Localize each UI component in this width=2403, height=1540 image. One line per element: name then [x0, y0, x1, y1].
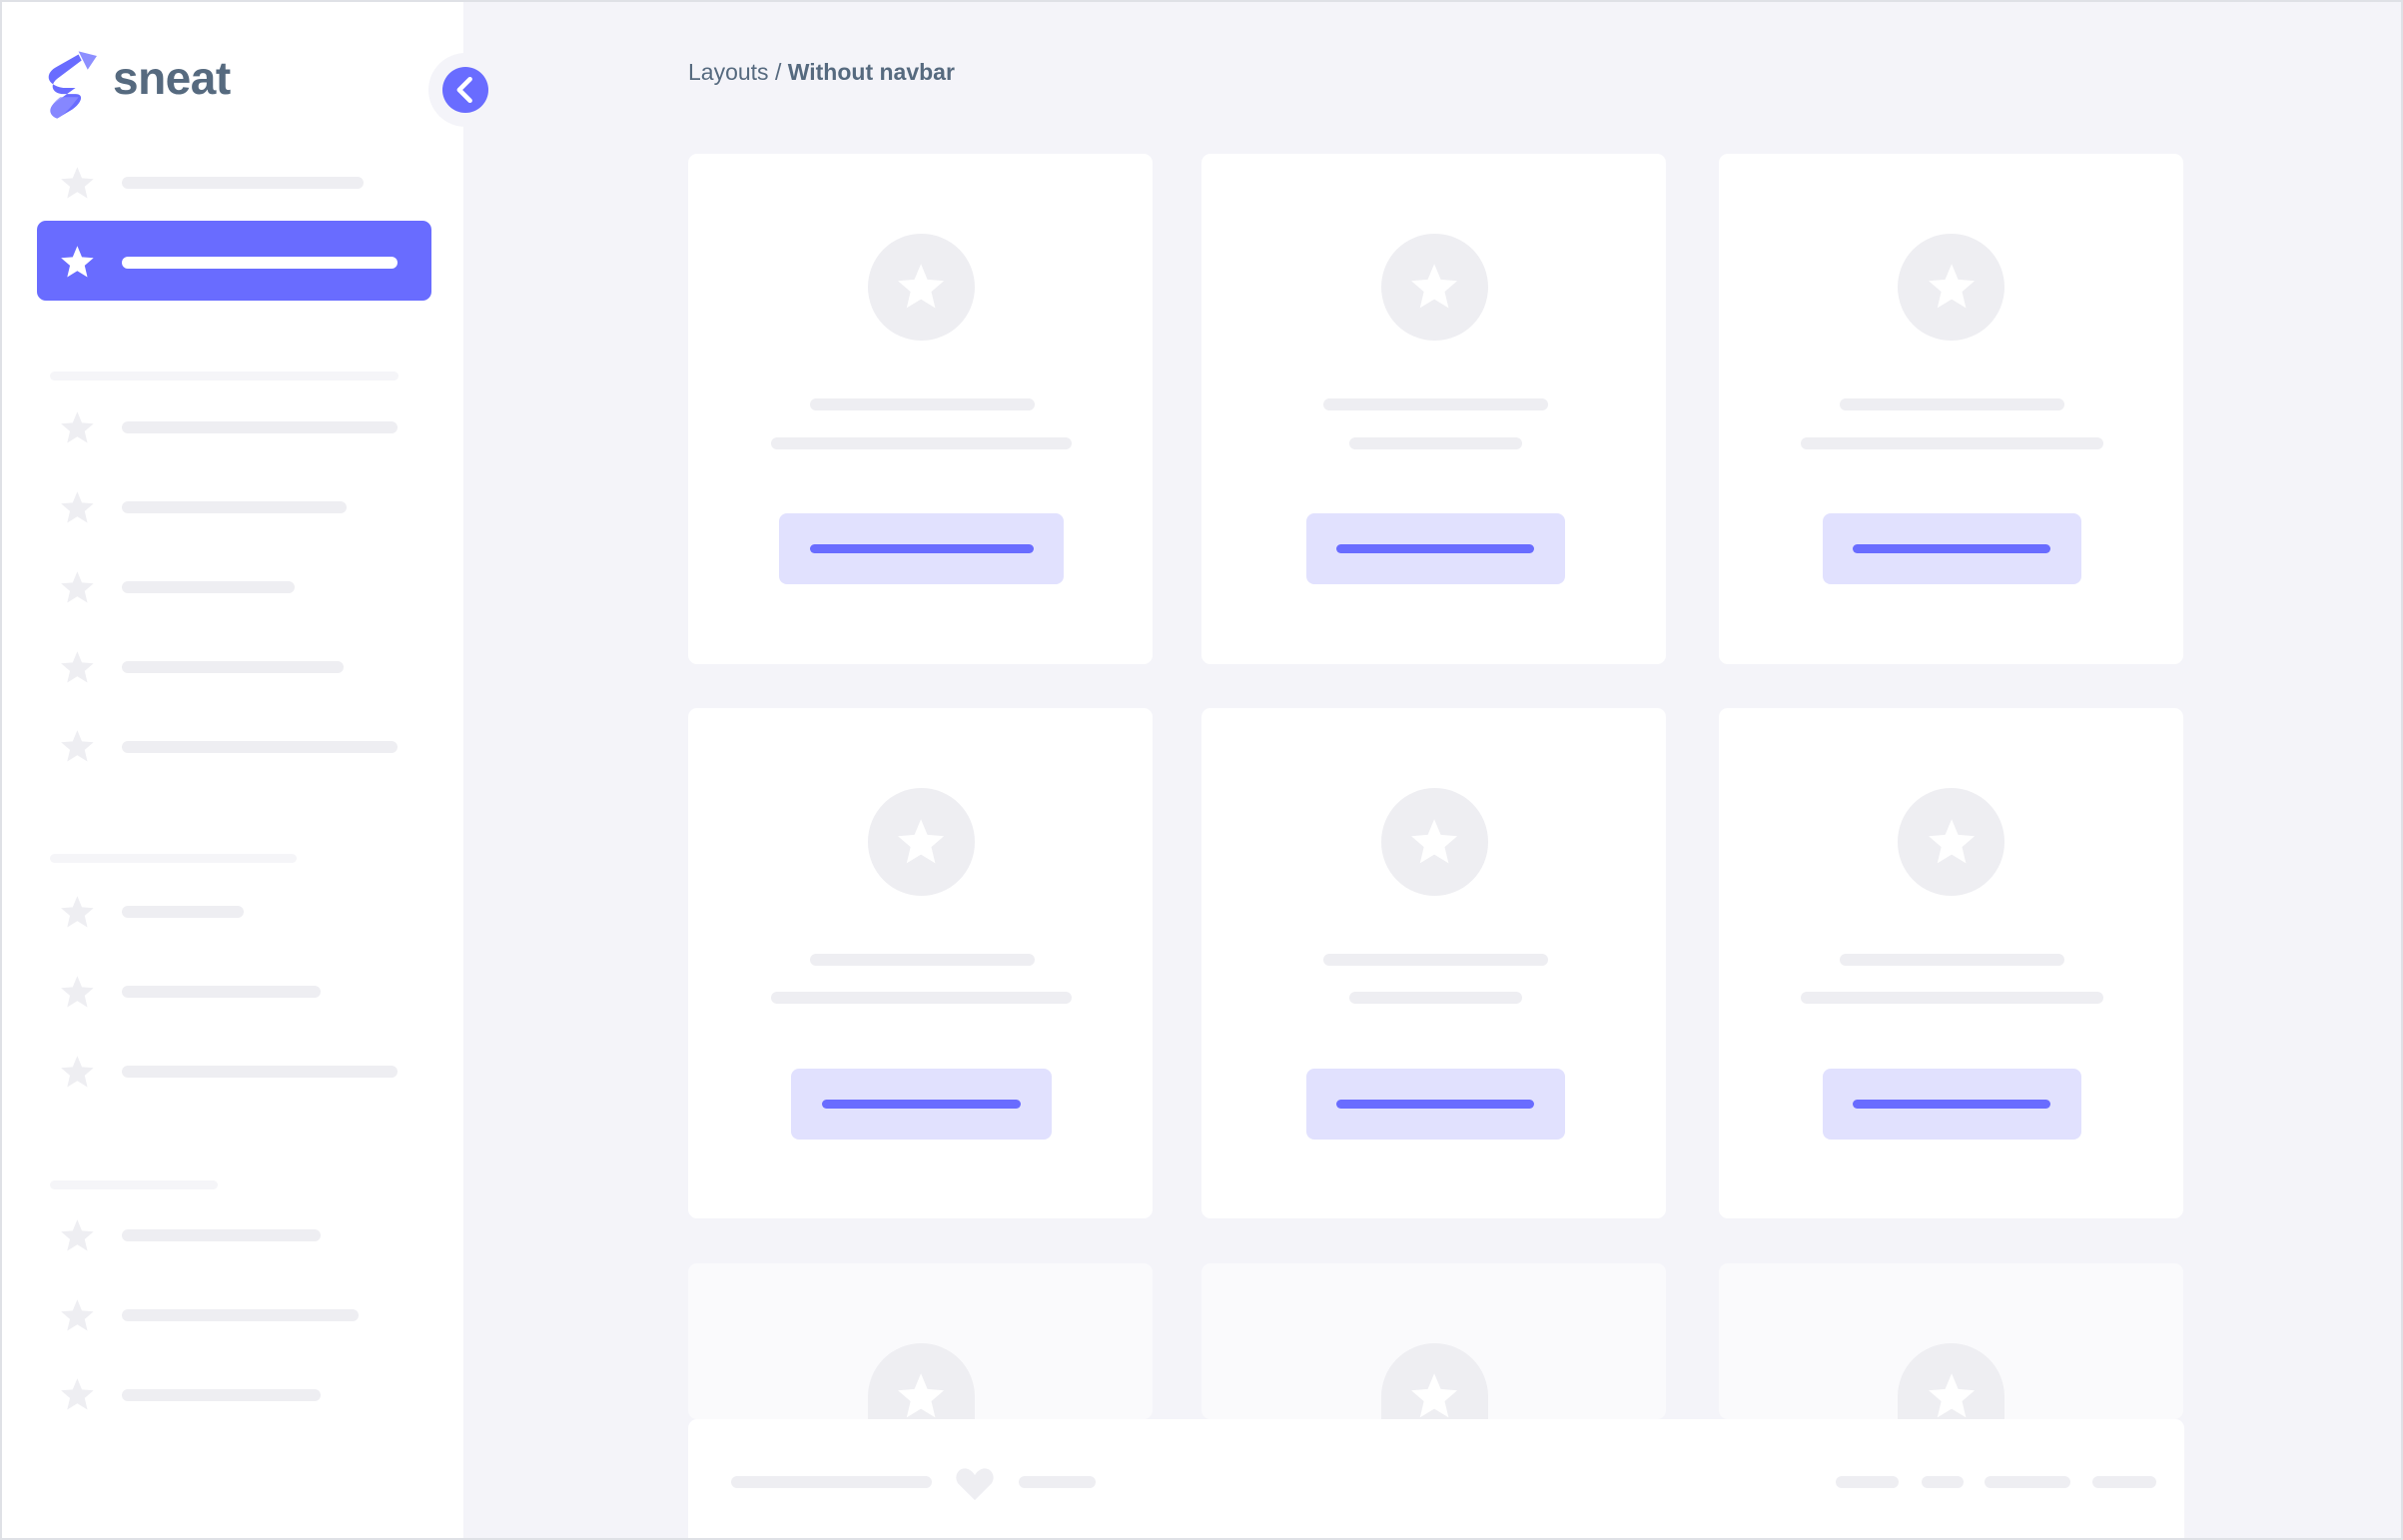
star-icon [59, 649, 96, 686]
sidebar-item-label-placeholder [121, 501, 348, 514]
card-button-label-placeholder [809, 544, 1034, 554]
star-icon [1408, 261, 1460, 313]
star-icon [1408, 816, 1460, 868]
card-button-label-placeholder [1336, 1099, 1535, 1109]
star-icon [1926, 1370, 1978, 1422]
card-title-placeholder [1322, 398, 1549, 411]
card-button[interactable] [1305, 513, 1565, 585]
sidebar-section-divider [49, 1180, 219, 1190]
footer-text-placeholder [1019, 1475, 1097, 1488]
breadcrumb-separator: / [774, 59, 782, 85]
sidebar: sneat [2, 2, 463, 1538]
card-text-placeholder [771, 436, 1072, 449]
card-text-placeholder [1348, 992, 1523, 1005]
card [1202, 153, 1667, 664]
card [1718, 153, 2183, 664]
star-icon [59, 1376, 96, 1413]
breadcrumb-current: Without navbar [787, 59, 955, 85]
footer-link[interactable] [1836, 1475, 1900, 1488]
star-icon [59, 489, 96, 526]
card-button-label-placeholder [1853, 1099, 2051, 1109]
card-title-placeholder [809, 398, 1036, 411]
sidebar-item-label-placeholder [121, 986, 322, 999]
card-button-label-placeholder [821, 1099, 1022, 1109]
sidebar-item-label-placeholder [121, 256, 398, 269]
chevron-left-icon [456, 76, 472, 104]
card-text-placeholder [1348, 436, 1523, 449]
card [1718, 1262, 2183, 1422]
card [1718, 708, 2183, 1219]
heart-icon [955, 1465, 995, 1502]
card-text-placeholder [1801, 992, 2103, 1005]
card [688, 153, 1154, 664]
sidebar-item-label-placeholder [121, 1229, 322, 1242]
footer-link[interactable] [1922, 1475, 1964, 1488]
card-button[interactable] [1305, 1068, 1565, 1140]
star-icon [1926, 816, 1978, 868]
star-icon [59, 244, 96, 281]
card [688, 1262, 1154, 1422]
footer-text-placeholder [731, 1475, 932, 1488]
card [1202, 708, 1667, 1219]
card-title-placeholder [1839, 953, 2065, 966]
star-icon [59, 1054, 96, 1091]
star-icon [895, 816, 947, 868]
star-icon [895, 261, 947, 313]
star-icon [59, 409, 96, 446]
star-icon [1408, 1370, 1460, 1422]
card-button[interactable] [791, 1068, 1052, 1140]
card-button[interactable] [1822, 513, 2082, 585]
footer-link[interactable] [2091, 1475, 2156, 1488]
footer [688, 1419, 2184, 1538]
breadcrumb-parent[interactable]: Layouts [688, 59, 769, 85]
star-icon [59, 728, 96, 765]
sidebar-section-divider [49, 854, 297, 864]
star-icon [59, 1297, 96, 1334]
logo-icon [48, 51, 97, 119]
logo-text: sneat [113, 52, 231, 104]
star-icon [1926, 261, 1978, 313]
card-button[interactable] [1822, 1068, 2082, 1140]
card-button[interactable] [778, 513, 1065, 585]
sidebar-item-label-placeholder [121, 176, 365, 189]
star-icon [59, 165, 96, 202]
card-title-placeholder [809, 953, 1036, 966]
sidebar-item-label-placeholder [121, 660, 345, 673]
star-icon [59, 1217, 96, 1254]
sidebar-item-label-placeholder [121, 1065, 398, 1078]
sidebar-toggle-button[interactable] [428, 53, 502, 127]
sidebar-item-label-placeholder [121, 581, 296, 593]
card [1202, 1262, 1667, 1422]
sidebar-item-label-placeholder [121, 1308, 360, 1321]
breadcrumb: Layouts / Without navbar [688, 58, 955, 86]
card-button-label-placeholder [1853, 544, 2051, 554]
sidebar-item-label-placeholder [121, 1388, 322, 1401]
card-text-placeholder [1801, 436, 2103, 449]
card-title-placeholder [1322, 953, 1549, 966]
sidebar-item-label-placeholder [121, 906, 245, 919]
card-button-label-placeholder [1336, 544, 1535, 554]
sidebar-item-label-placeholder [121, 740, 398, 753]
logo[interactable]: sneat [45, 48, 260, 125]
star-icon [59, 569, 96, 606]
star-icon [59, 894, 96, 931]
star-icon [59, 974, 96, 1011]
star-icon [895, 1370, 947, 1422]
card-title-placeholder [1839, 398, 2065, 411]
sidebar-section-divider [49, 371, 400, 381]
footer-link[interactable] [1985, 1475, 2070, 1488]
sidebar-item-label-placeholder [121, 421, 398, 434]
card-text-placeholder [771, 992, 1072, 1005]
card [688, 708, 1154, 1219]
